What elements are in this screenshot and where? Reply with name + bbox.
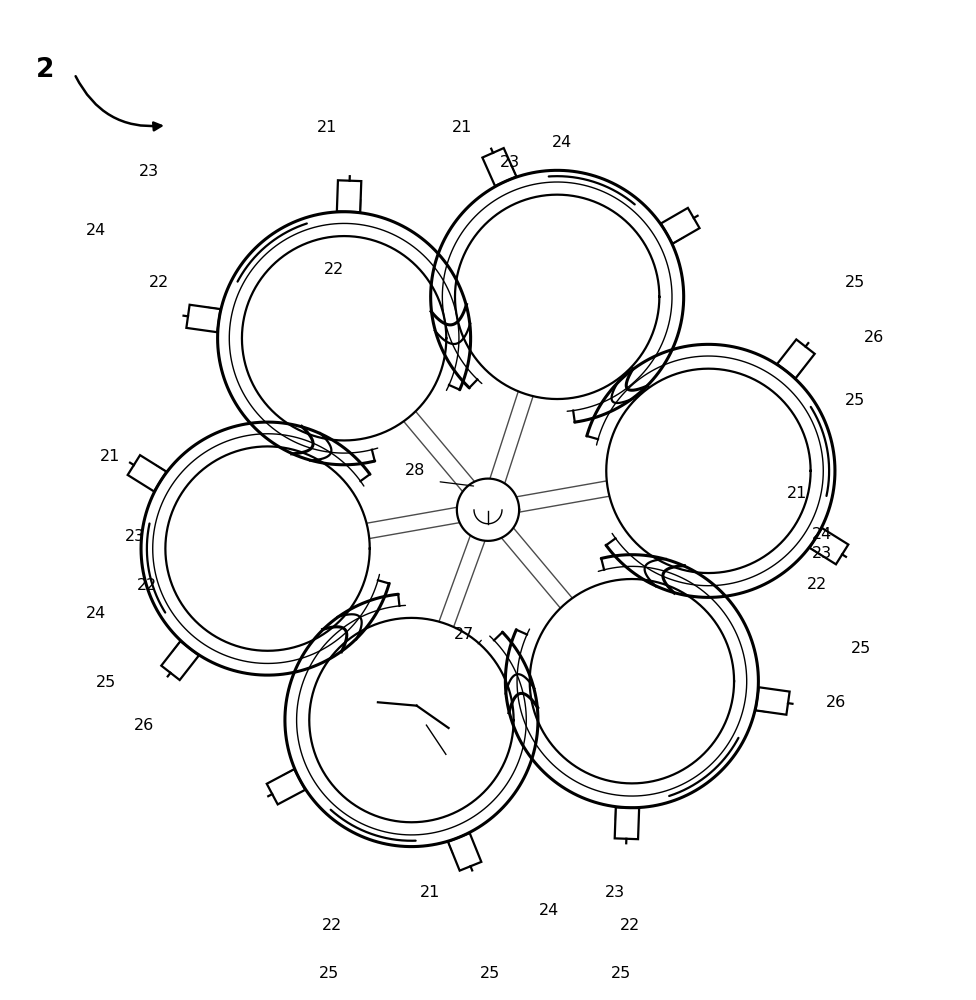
Text: 21: 21	[101, 449, 121, 464]
Text: 24: 24	[812, 527, 832, 542]
Text: 21: 21	[420, 885, 440, 900]
Text: 23: 23	[501, 155, 520, 170]
Text: 2: 2	[35, 57, 54, 83]
Text: 26: 26	[135, 718, 154, 733]
Text: 24: 24	[539, 903, 559, 918]
Text: 23: 23	[125, 529, 144, 544]
Text: 22: 22	[138, 578, 157, 593]
Text: 22: 22	[620, 918, 640, 933]
Text: 24: 24	[86, 223, 106, 238]
Text: 22: 22	[322, 918, 343, 933]
Text: 25: 25	[319, 966, 340, 981]
Text: 25: 25	[480, 966, 500, 981]
Text: 28: 28	[405, 463, 426, 478]
Text: 21: 21	[788, 486, 808, 501]
Text: 25: 25	[96, 675, 115, 690]
Text: 23: 23	[604, 885, 625, 900]
Text: 27: 27	[454, 627, 473, 642]
Text: 25: 25	[611, 966, 631, 981]
Text: 25: 25	[845, 275, 865, 290]
Text: 22: 22	[807, 577, 827, 592]
Text: 26: 26	[864, 330, 884, 345]
Text: 21: 21	[452, 120, 472, 135]
Text: 21: 21	[317, 120, 338, 135]
Text: 22: 22	[149, 275, 169, 290]
Text: 24: 24	[86, 606, 106, 621]
Text: 24: 24	[551, 135, 572, 150]
Text: 23: 23	[812, 546, 832, 561]
Text: 25: 25	[845, 393, 865, 408]
Text: 23: 23	[140, 164, 159, 179]
Text: 25: 25	[851, 641, 871, 656]
Text: 22: 22	[324, 262, 345, 277]
Text: 26: 26	[827, 695, 846, 710]
